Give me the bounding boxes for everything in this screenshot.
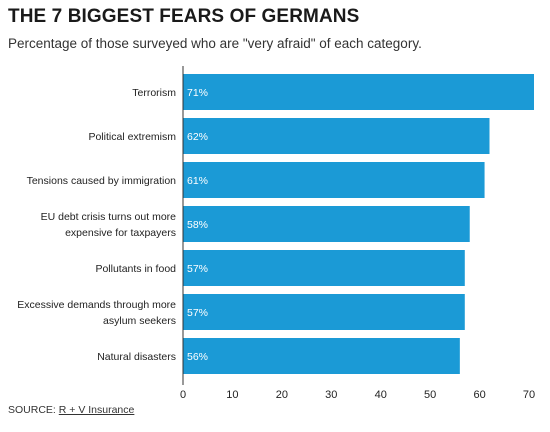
category-label: Excessive demands through more xyxy=(17,299,176,311)
x-tick-label: 50 xyxy=(424,389,436,400)
chart-subtitle: Percentage of those surveyed who are "ve… xyxy=(8,36,422,51)
bar-value-label: 57% xyxy=(187,263,208,275)
source-prefix: SOURCE: xyxy=(8,404,59,416)
category-label: EU debt crisis turns out more xyxy=(41,211,177,223)
category-label: Political extremism xyxy=(88,131,176,143)
category-label: asylum seekers xyxy=(103,315,176,327)
bar-value-label: 71% xyxy=(187,87,208,99)
category-label: Tensions caused by immigration xyxy=(27,175,177,187)
bar-value-label: 61% xyxy=(187,175,208,187)
source-note: SOURCE: R + V Insurance xyxy=(8,404,134,416)
bar xyxy=(183,206,470,242)
bar xyxy=(183,294,465,330)
bar-value-label: 58% xyxy=(187,219,208,231)
x-tick-label: 30 xyxy=(325,389,337,400)
category-label: expensive for taxpayers xyxy=(65,227,176,239)
bar xyxy=(183,118,490,154)
bar xyxy=(183,250,465,286)
x-tick-label: 10 xyxy=(226,389,238,400)
bar xyxy=(183,162,485,198)
chart-title: THE 7 BIGGEST FEARS OF GERMANS xyxy=(8,6,360,27)
x-tick-label: 70 xyxy=(523,389,535,400)
bar-value-label: 62% xyxy=(187,131,208,143)
bar-value-label: 56% xyxy=(187,351,208,363)
category-label: Terrorism xyxy=(132,87,176,99)
bar xyxy=(183,74,534,110)
source-link[interactable]: R + V Insurance xyxy=(58,404,135,416)
x-tick-label: 20 xyxy=(276,389,288,400)
category-label: Natural disasters xyxy=(97,351,176,363)
bar xyxy=(183,338,460,374)
x-tick-label: 40 xyxy=(375,389,387,400)
bar-chart: 71% Terrorism 62% Political extremism 61% Ten… xyxy=(17,66,535,400)
category-label: Pollutants in food xyxy=(95,263,176,275)
x-tick-label: 60 xyxy=(473,389,485,400)
x-tick-label: 0 xyxy=(180,389,186,400)
bar-value-label: 57% xyxy=(187,307,208,319)
